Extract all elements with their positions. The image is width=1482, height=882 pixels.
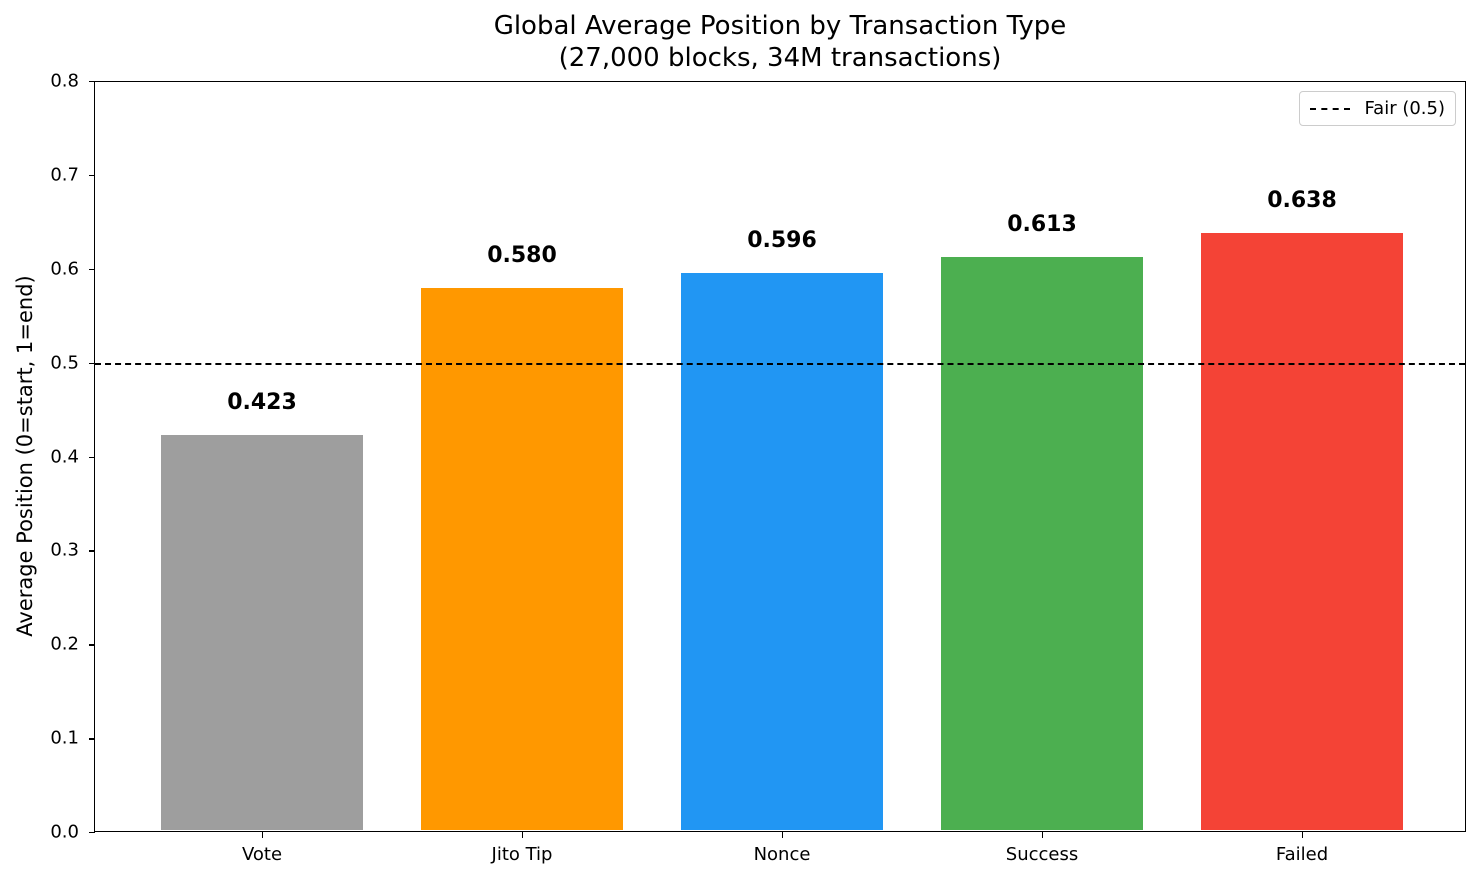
bar-value-label: 0.423 xyxy=(227,389,297,415)
y-tick-label: 0.7 xyxy=(50,164,79,186)
bar-success xyxy=(940,255,1144,831)
bar-value-label: 0.638 xyxy=(1267,188,1337,214)
x-tick: Success xyxy=(1006,832,1078,865)
y-tick-label: 0.8 xyxy=(50,70,79,92)
y-tick: 0.6 xyxy=(50,258,95,279)
bar-value-label: 0.613 xyxy=(1007,211,1077,237)
x-tick-label: Failed xyxy=(1275,844,1329,865)
y-tick: 0.5 xyxy=(50,352,95,373)
chart-title: Global Average Position by Transaction T… xyxy=(94,10,1466,74)
y-tick-label: 0.0 xyxy=(50,821,79,843)
bar-value-label: 0.596 xyxy=(747,227,817,253)
x-tick-label: Vote xyxy=(241,844,283,865)
x-tick-label: Success xyxy=(1005,844,1079,865)
x-tick-label: Nonce xyxy=(753,844,811,865)
y-tick-label: 0.5 xyxy=(50,352,79,374)
dashed-line-swatch-icon xyxy=(1310,107,1351,110)
y-tick-label: 0.2 xyxy=(50,633,79,655)
y-axis-label: Average Position (0=start, 1=end) xyxy=(13,275,37,637)
plot-area: 0.0 0.1 0.2 0.3 0.4 0.5 0.6 0.7 0.8 0.423 Vote 0.58… xyxy=(50,71,1466,865)
x-tick: Jito Tip xyxy=(492,832,552,865)
y-tick-label: 0.6 xyxy=(50,258,79,280)
y-tick: 0.0 xyxy=(50,822,95,843)
y-tick: 0.3 xyxy=(50,540,95,561)
bar-vote xyxy=(160,433,364,831)
bar-value-label: 0.580 xyxy=(487,242,557,268)
fair-reference-line xyxy=(95,362,1465,365)
chart-title-line2: (27,000 blocks, 34M transactions) xyxy=(558,43,1002,73)
bar-failed xyxy=(1200,232,1404,831)
x-tick-label: Jito Tip xyxy=(491,844,553,865)
y-tick: 0.1 xyxy=(50,728,95,749)
y-tick: 0.4 xyxy=(50,446,95,467)
bar-jito-tip xyxy=(420,286,624,831)
x-tick: Vote xyxy=(242,832,282,865)
y-tick-label: 0.1 xyxy=(50,727,79,749)
y-tick: 0.7 xyxy=(50,164,95,185)
x-tick: Failed xyxy=(1276,832,1328,865)
chart-title-line1: Global Average Position by Transaction T… xyxy=(493,11,1067,41)
y-tick-label: 0.3 xyxy=(50,539,79,561)
y-tick: 0.8 xyxy=(50,71,95,92)
legend: Fair (0.5) xyxy=(1299,91,1456,126)
legend-label-fair: Fair (0.5) xyxy=(1364,98,1445,119)
y-tick-label: 0.4 xyxy=(50,446,79,467)
bar-nonce xyxy=(680,271,884,831)
x-tick: Nonce xyxy=(754,832,810,865)
y-tick: 0.2 xyxy=(50,634,95,655)
